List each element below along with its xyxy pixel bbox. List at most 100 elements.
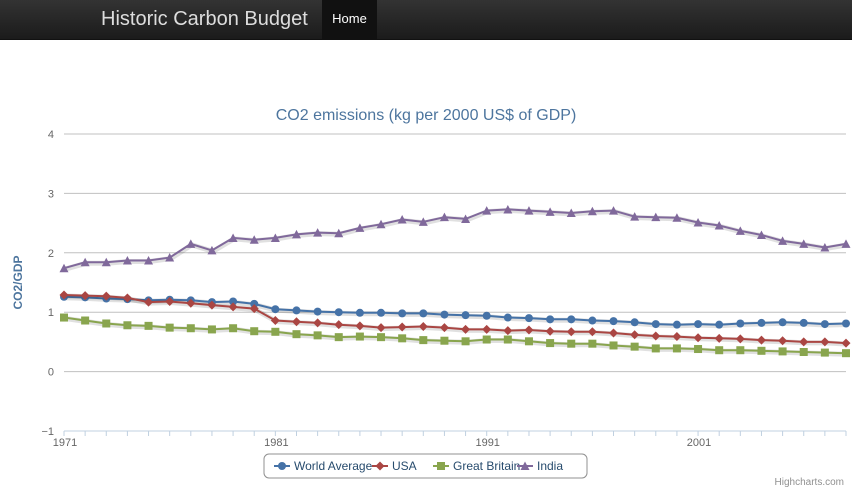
data-point[interactable]	[630, 342, 639, 351]
data-point[interactable]	[334, 320, 344, 330]
data-point[interactable]	[524, 314, 533, 323]
data-point[interactable]	[630, 318, 639, 327]
data-point[interactable]	[60, 313, 68, 322]
data-point[interactable]	[439, 323, 449, 333]
data-point[interactable]	[482, 206, 492, 215]
data-point[interactable]	[229, 324, 238, 333]
data-point[interactable]	[482, 324, 492, 334]
data-point[interactable]	[59, 263, 69, 273]
data-point[interactable]	[418, 321, 428, 331]
data-point[interactable]	[524, 206, 534, 215]
data-point[interactable]	[334, 308, 343, 317]
data-point[interactable]	[355, 332, 364, 341]
data-point[interactable]	[355, 223, 365, 232]
data-point[interactable]	[461, 337, 470, 346]
data-point[interactable]	[81, 316, 90, 325]
data-point[interactable]	[503, 313, 512, 322]
data-point[interactable]	[693, 333, 703, 343]
data-point[interactable]	[756, 230, 766, 239]
data-point[interactable]	[397, 215, 407, 224]
data-point[interactable]	[355, 308, 364, 317]
data-point[interactable]	[461, 324, 471, 334]
data-point[interactable]	[377, 308, 386, 317]
data-point[interactable]	[672, 332, 682, 342]
data-point[interactable]	[249, 304, 259, 314]
data-point[interactable]	[165, 253, 175, 262]
data-point[interactable]	[651, 212, 661, 222]
data-point[interactable]	[672, 320, 681, 329]
data-point[interactable]	[207, 300, 217, 310]
data-point[interactable]	[144, 297, 154, 307]
data-point[interactable]	[651, 331, 661, 341]
data-point[interactable]	[439, 212, 449, 222]
data-point[interactable]	[820, 337, 830, 347]
data-point[interactable]	[313, 307, 322, 316]
data-point[interactable]	[546, 339, 555, 348]
data-point[interactable]	[398, 309, 407, 318]
data-point[interactable]	[292, 306, 301, 315]
data-point[interactable]	[461, 311, 470, 320]
data-point[interactable]	[59, 290, 69, 300]
data-point[interactable]	[567, 315, 576, 324]
data-point[interactable]	[398, 334, 407, 343]
brand-title[interactable]: Historic Carbon Budget	[101, 8, 308, 30]
data-point[interactable]	[228, 233, 238, 242]
data-point[interactable]	[440, 310, 449, 319]
data-point[interactable]	[250, 299, 259, 308]
data-point[interactable]	[440, 336, 449, 345]
data-point[interactable]	[270, 233, 280, 242]
nav-home-link[interactable]: Home	[322, 0, 377, 39]
data-point[interactable]	[735, 226, 745, 235]
data-point[interactable]	[165, 297, 175, 307]
data-point[interactable]	[778, 336, 788, 346]
data-point[interactable]	[736, 319, 745, 328]
data-point[interactable]	[693, 218, 703, 227]
data-point[interactable]	[609, 328, 619, 338]
data-point[interactable]	[271, 327, 280, 336]
legend-marker[interactable]	[278, 462, 286, 470]
data-point[interactable]	[609, 341, 618, 350]
legend-item-usa[interactable]: USA	[392, 459, 417, 473]
data-point[interactable]	[630, 330, 640, 340]
data-point[interactable]	[714, 333, 724, 343]
data-point[interactable]	[377, 333, 386, 342]
data-point[interactable]	[587, 206, 597, 216]
legend-marker[interactable]	[375, 461, 385, 471]
data-point[interactable]	[101, 291, 111, 301]
data-point[interactable]	[228, 302, 238, 312]
legend-item-india[interactable]: India	[537, 459, 563, 473]
data-point[interactable]	[736, 346, 745, 355]
data-point[interactable]	[250, 327, 259, 336]
data-point[interactable]	[524, 337, 533, 346]
data-point[interactable]	[842, 349, 850, 358]
data-point[interactable]	[313, 331, 322, 340]
data-point[interactable]	[249, 235, 259, 244]
data-point[interactable]	[165, 323, 174, 332]
data-point[interactable]	[292, 330, 301, 339]
data-point[interactable]	[503, 326, 513, 336]
data-point[interactable]	[313, 228, 323, 237]
data-point[interactable]	[482, 335, 491, 344]
data-point[interactable]	[778, 236, 788, 245]
data-point[interactable]	[207, 325, 216, 334]
legend-item-great-britain[interactable]: Great Britain	[453, 459, 520, 473]
data-point[interactable]	[376, 323, 386, 333]
data-point[interactable]	[715, 346, 724, 355]
data-point[interactable]	[757, 318, 766, 327]
data-point[interactable]	[418, 217, 428, 226]
data-point[interactable]	[503, 335, 512, 344]
data-point[interactable]	[503, 204, 513, 214]
data-point[interactable]	[778, 347, 787, 356]
data-point[interactable]	[207, 245, 217, 255]
data-point[interactable]	[186, 298, 196, 308]
data-point[interactable]	[714, 220, 724, 230]
data-point[interactable]	[841, 239, 851, 248]
data-point[interactable]	[271, 305, 280, 314]
data-point[interactable]	[291, 317, 301, 327]
data-point[interactable]	[799, 239, 809, 248]
data-point[interactable]	[799, 318, 808, 327]
data-point[interactable]	[566, 208, 576, 218]
data-point[interactable]	[651, 344, 660, 353]
data-point[interactable]	[229, 297, 238, 306]
data-point[interactable]	[80, 291, 90, 301]
